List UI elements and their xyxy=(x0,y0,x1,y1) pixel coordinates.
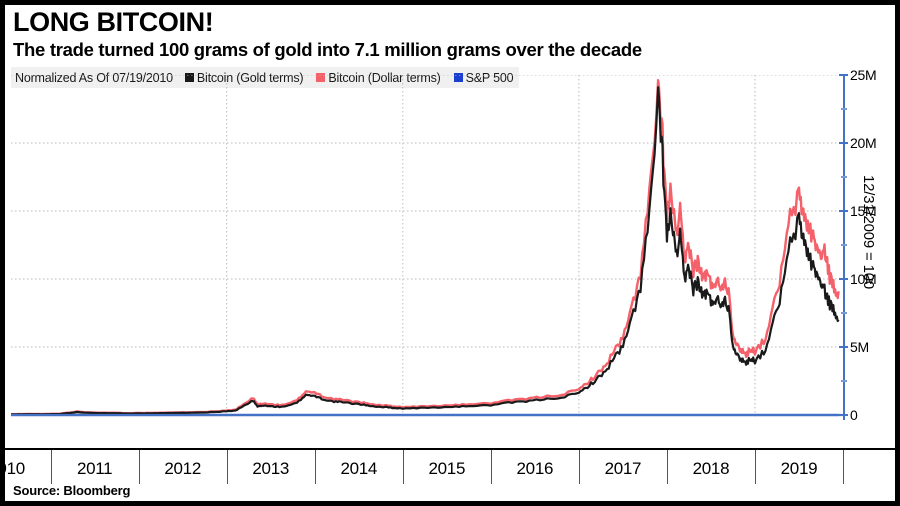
x-axis-separator xyxy=(666,450,668,484)
y-axis-tick xyxy=(839,74,848,76)
y-axis-tick xyxy=(839,142,848,144)
y-axis-minor-tick xyxy=(841,176,847,178)
x-axis-separator xyxy=(50,450,52,484)
legend-item-bitcoin-gold[interactable]: Bitcoin (Gold terms) xyxy=(184,70,304,85)
y-axis-line xyxy=(843,75,845,420)
y-axis-tick xyxy=(839,278,848,280)
y-axis-tick xyxy=(839,414,848,416)
y-axis-label: 5M xyxy=(850,339,869,355)
source-credit: Source: Bloomberg xyxy=(13,483,131,498)
x-axis-label: 2012 xyxy=(164,459,201,478)
x-axis-label: 2015 xyxy=(428,459,466,478)
x-axis-separator xyxy=(754,450,756,484)
y-axis-label: 20M xyxy=(850,135,877,151)
x-axis-label: 2017 xyxy=(604,459,642,478)
legend-swatch-bitcoin-dollar xyxy=(316,73,326,82)
legend-label-bitcoin-dollar: Bitcoin (Dollar terms) xyxy=(328,70,441,85)
legend-label-sp500: S&P 500 xyxy=(465,70,514,85)
legend-item-bitcoin-dollar[interactable]: Bitcoin (Dollar terms) xyxy=(316,70,441,85)
legend-item-sp500[interactable]: S&P 500 xyxy=(453,70,514,85)
x-axis-label: 2014 xyxy=(340,459,378,478)
x-axis-label: 2019 xyxy=(780,459,818,478)
y-axis-label: 25M xyxy=(850,67,877,83)
series-bitcoin-gold xyxy=(11,86,840,416)
legend-normalization-note: Normalized As Of 07/19/2010 xyxy=(15,70,173,85)
x-axis-label: 2018 xyxy=(692,459,730,478)
y-axis-tick xyxy=(839,346,848,348)
chart-plot-svg xyxy=(11,75,843,419)
series-layer xyxy=(11,79,840,417)
y-axis-minor-tick xyxy=(841,380,847,382)
y-axis-label: 10M xyxy=(850,271,877,287)
x-axis-separator xyxy=(402,450,404,484)
page-subtitle: The trade turned 100 grams of gold into … xyxy=(13,39,642,60)
y-axis-minor-tick xyxy=(841,312,847,314)
page-title: LONG BITCOIN! xyxy=(13,7,214,37)
y-axis-minor-tick xyxy=(841,244,847,246)
y-axis-label: 15M xyxy=(850,203,877,219)
vertical-gridlines xyxy=(226,75,756,419)
legend-swatch-sp500 xyxy=(453,73,463,82)
series-bitcoin-dollar xyxy=(11,79,840,416)
x-axis-label: 2016 xyxy=(516,459,554,478)
y-axis-minor-tick xyxy=(841,108,847,110)
x-axis-separator xyxy=(843,450,844,484)
x-axis-separator xyxy=(314,450,316,484)
y-axis-label: 0 xyxy=(850,407,858,423)
x-axis-label: 2011 xyxy=(76,459,113,478)
x-axis-label: 2010 xyxy=(0,459,25,478)
horizontal-gridlines xyxy=(11,75,843,348)
chart-inner: LONG BITCOIN! The trade turned 100 grams… xyxy=(0,5,895,501)
x-axis-separator xyxy=(578,450,580,484)
chart-legend: Normalized As Of 07/19/2010 Bitcoin (Gol… xyxy=(11,67,520,88)
legend-swatch-bitcoin-gold xyxy=(184,73,194,82)
y-axis: 25M 20M 15M 10M 5M 0 12/31/2009 = 100 xyxy=(837,67,895,452)
plot-area xyxy=(11,75,843,446)
legend-label-bitcoin-gold: Bitcoin (Gold terms) xyxy=(196,70,304,85)
x-axis-separator xyxy=(138,450,140,484)
y-axis-title: 12/31/2009 = 100 xyxy=(860,175,877,289)
x-axis-label: 2013 xyxy=(252,459,290,478)
x-axis: 2010 2011 2012 2013 2014 2015 2016 2017 2018 2019 xyxy=(0,448,895,484)
x-axis-separator xyxy=(226,450,228,484)
y-axis-tick xyxy=(839,210,848,212)
x-axis-separator xyxy=(490,450,492,484)
